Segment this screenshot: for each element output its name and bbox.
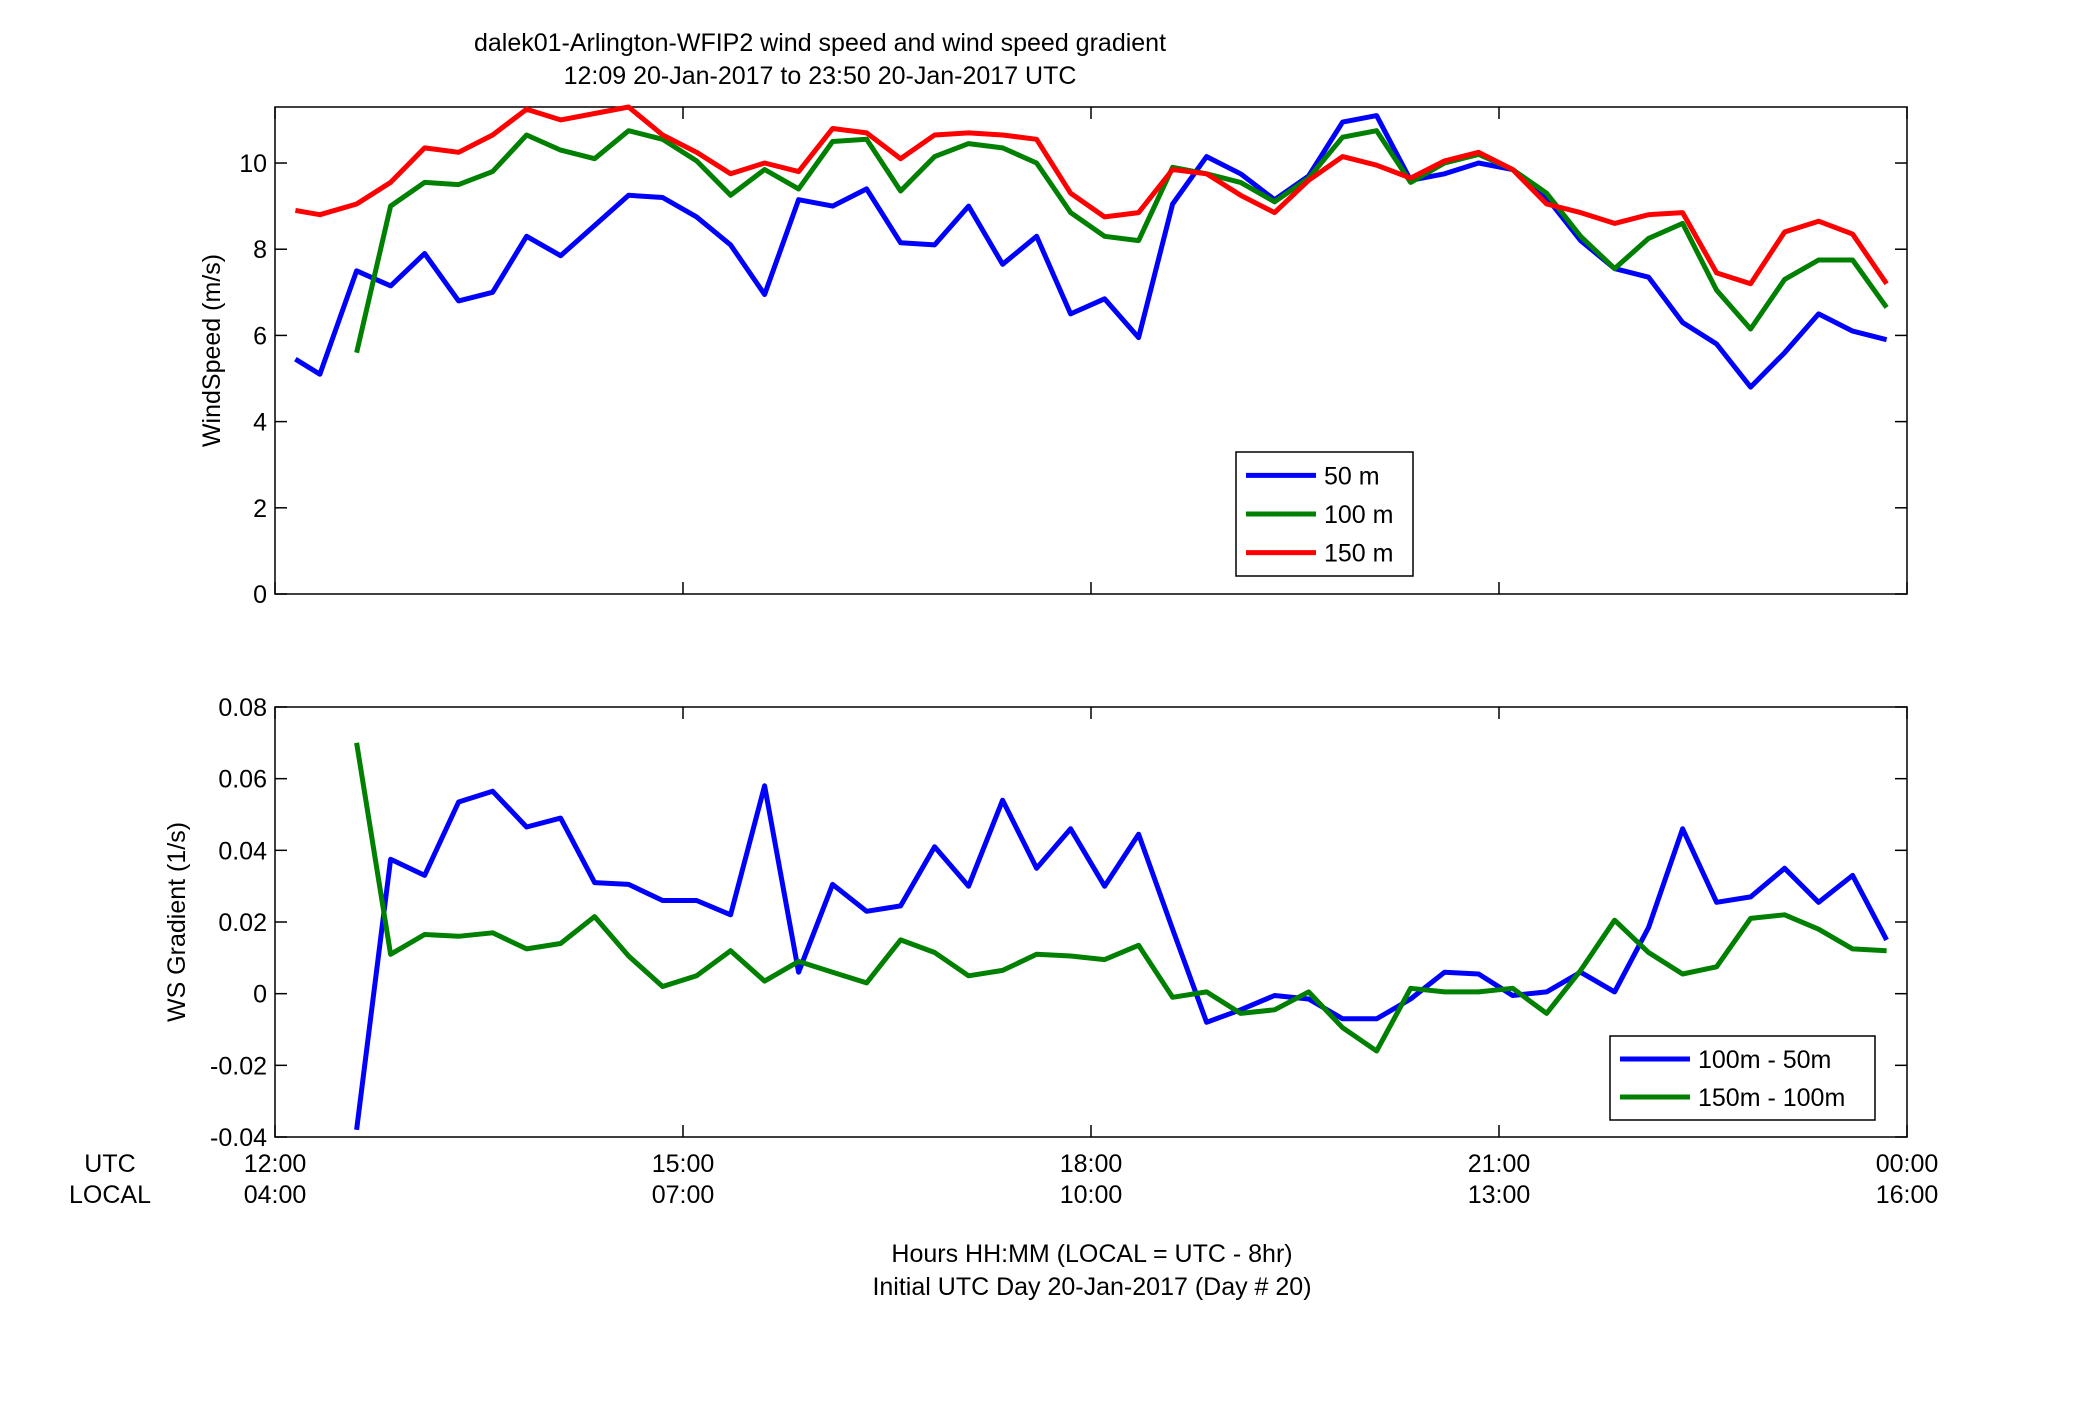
local-tick-label: 04:00 (244, 1181, 307, 1209)
y-tick-label: 6 (253, 322, 267, 350)
chart-title-line1: dalek01-Arlington-WFIP2 wind speed and w… (474, 29, 1166, 57)
x-axis-label-line2: Initial UTC Day 20-Jan-2017 (Day # 20) (872, 1273, 1311, 1301)
legend-label: 100 m (1324, 501, 1393, 529)
series-line-150-m (294, 104, 1889, 287)
y-tick-label: 0.06 (218, 766, 267, 794)
x-axis-label-line1: Hours HH:MM (LOCAL = UTC - 8hr) (891, 1240, 1292, 1268)
local-tick-label: 16:00 (1876, 1181, 1939, 1209)
local-tick-label: 10:00 (1060, 1181, 1123, 1209)
y-tick-label: 8 (253, 236, 267, 264)
y-tick-label: 4 (253, 409, 267, 437)
legend-label: 50 m (1324, 462, 1380, 490)
legend-label: 150 m (1324, 540, 1393, 568)
utc-tick-label: 21:00 (1468, 1150, 1531, 1178)
series-line-100-m (354, 128, 1889, 354)
wind-speed-panel: 0 2 4 6 8 10 WindSpeed (m/s) 50 m 100 m 150 m (198, 104, 1908, 609)
wind-gradient-panel: -0.04 -0.02 0 0.02 0.04 0.06 0.08 WS Gradient (… (163, 694, 1908, 1152)
y-axis-label: WS Gradient (1/s) (163, 822, 191, 1022)
y-tick-label: 0.02 (218, 909, 267, 937)
local-tick-labels: 04:00 07:00 10:00 13:00 16:00 (244, 1181, 1939, 1209)
chart-title-line2: 12:09 20-Jan-2017 to 23:50 20-Jan-2017 U… (564, 62, 1077, 90)
series-line-150m-100m (354, 742, 1887, 1054)
local-tick-label: 13:00 (1468, 1181, 1531, 1209)
plot-area (274, 106, 1908, 595)
y-axis-label: WindSpeed (m/s) (198, 254, 226, 447)
y-tick-label: 0.04 (218, 837, 267, 865)
legend: 100m - 50m 150m - 100m (1609, 1035, 1876, 1121)
utc-tick-label: 15:00 (652, 1150, 715, 1178)
y-tick-label: -0.04 (210, 1124, 267, 1152)
legend-label: 150m - 100m (1698, 1084, 1845, 1112)
y-tick-label: 0 (253, 981, 267, 1009)
utc-tick-label: 18:00 (1060, 1150, 1123, 1178)
utc-tick-labels: 12:00 15:00 18:00 21:00 00:00 (244, 1150, 1939, 1178)
y-tick-label: 0 (253, 581, 267, 609)
y-tick-label: 0.08 (218, 694, 267, 722)
local-tick-label: 07:00 (652, 1181, 715, 1209)
y-tick-label: -0.02 (210, 1052, 267, 1080)
series-line-100m-50m (354, 783, 1889, 1131)
y-tick-label: 10 (239, 150, 267, 178)
utc-tick-label: 00:00 (1876, 1150, 1939, 1178)
y-tick-label: 2 (253, 495, 267, 523)
local-row-label: LOCAL (69, 1181, 151, 1209)
legend-label: 100m - 50m (1698, 1046, 1831, 1074)
series-line-50-m (294, 113, 1888, 390)
x-axis-labels: UTC LOCAL 12:00 15:00 18:00 21:00 00:00 04:0… (69, 1150, 1938, 1301)
utc-tick-label: 12:00 (244, 1150, 307, 1178)
legend-box (1609, 1035, 1876, 1121)
legend: 50 m 100 m 150 m (1235, 451, 1414, 577)
utc-row-label: UTC (84, 1150, 135, 1178)
